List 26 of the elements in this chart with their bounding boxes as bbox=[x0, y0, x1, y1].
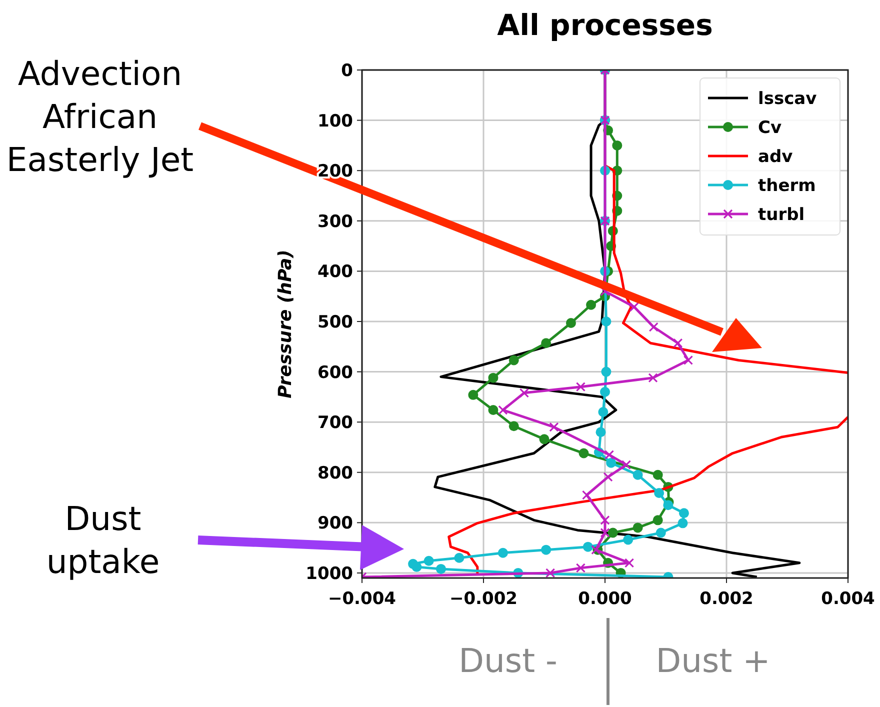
legend-label: adv bbox=[758, 147, 793, 167]
y-tick-label: 700 bbox=[318, 413, 354, 434]
y-tick-label: 1000 bbox=[306, 564, 354, 584]
y-tick-label: 300 bbox=[318, 212, 354, 232]
x-tick-label: 0.000 bbox=[578, 589, 632, 609]
y-tick-label: 800 bbox=[318, 463, 354, 484]
text: Dust uptake bbox=[46, 499, 160, 581]
legend-label: therm bbox=[758, 176, 816, 196]
y-tick-label: 0 bbox=[341, 61, 354, 81]
legend-label: turbl bbox=[758, 205, 805, 225]
y-tick-label: 400 bbox=[318, 262, 354, 282]
y-tick-label: 500 bbox=[318, 312, 354, 332]
text: Dust + bbox=[656, 641, 770, 680]
y-axis-title: Pressure (hPa) bbox=[275, 250, 296, 398]
x-tick-label: 0.004 bbox=[821, 589, 876, 609]
text: Dust - bbox=[458, 641, 558, 680]
x-tick-label: 0.002 bbox=[700, 589, 754, 609]
x-tick-label: −0.002 bbox=[449, 589, 518, 609]
text: Advection African Easterly Jet bbox=[6, 54, 194, 179]
legend-label: Cv bbox=[758, 118, 782, 138]
legend-label: lsscav bbox=[758, 89, 817, 109]
y-tick-label: 900 bbox=[318, 514, 354, 534]
x-tick-label: −0.004 bbox=[328, 589, 396, 609]
chart-title: All processes bbox=[497, 8, 713, 42]
y-tick-label: 600 bbox=[318, 362, 354, 383]
y-tick-label: 100 bbox=[318, 111, 354, 132]
